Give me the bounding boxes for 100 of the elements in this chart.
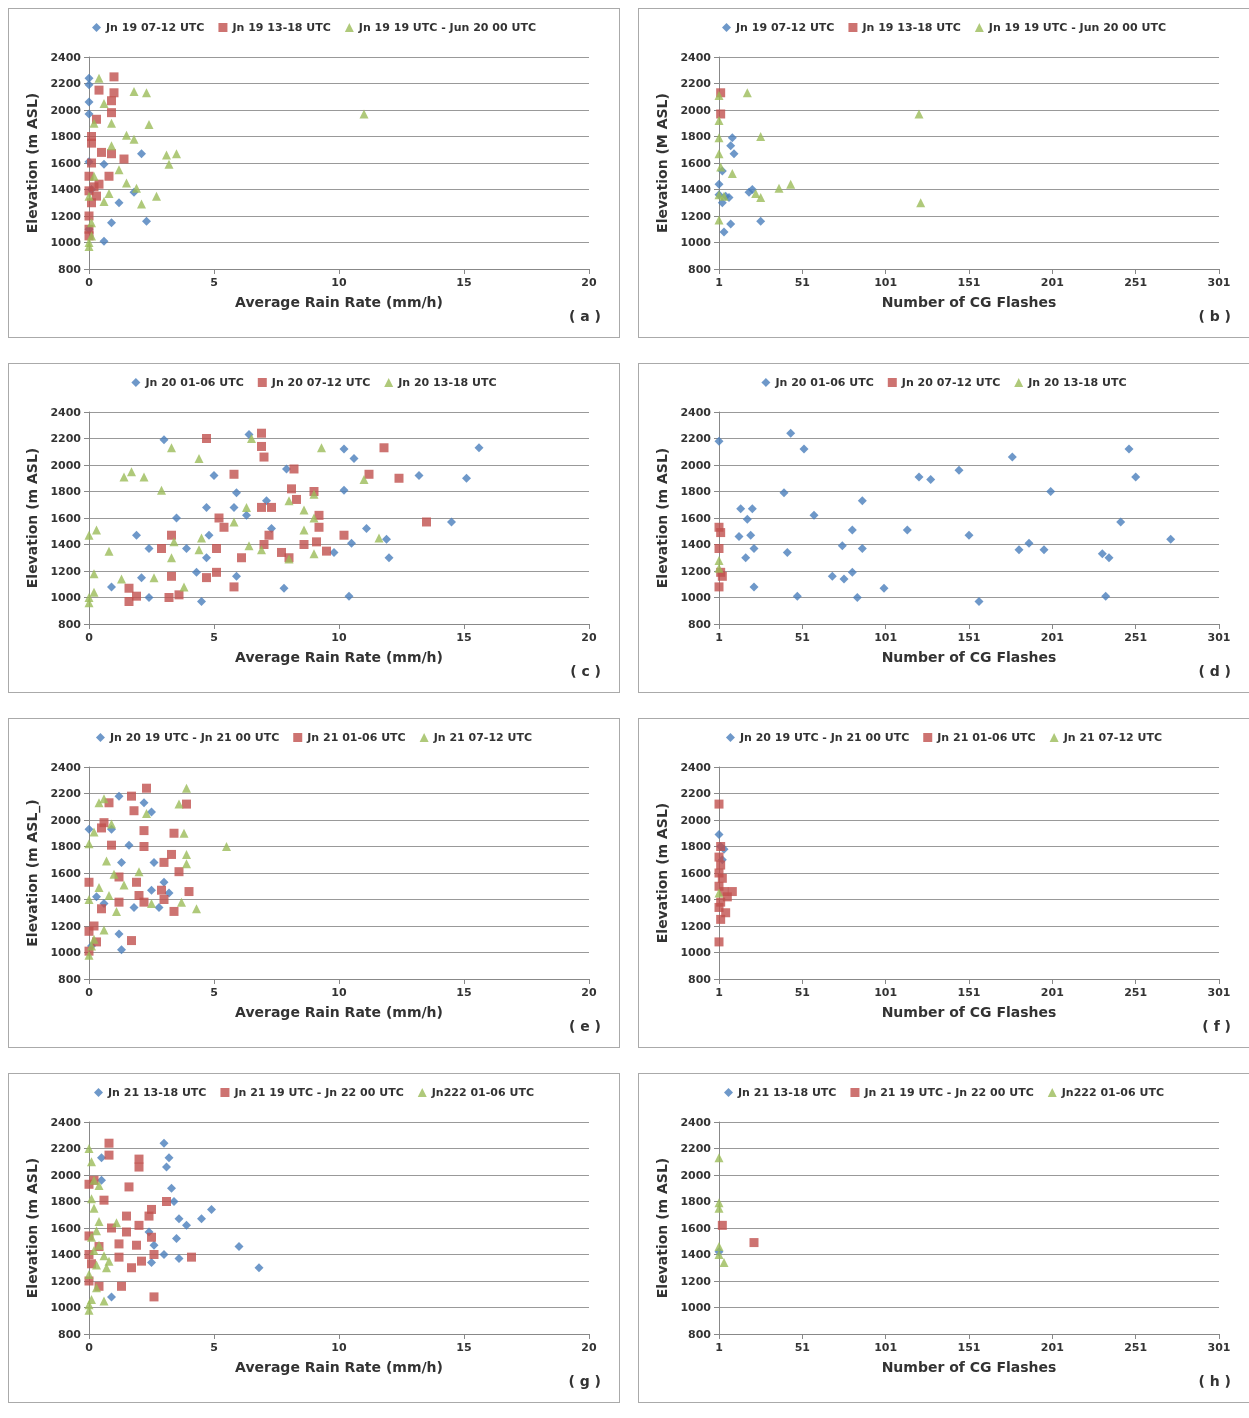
y-tick-label: 2200 bbox=[50, 787, 82, 800]
legend-label: Jn 21 19 UTC - Jn 22 00 UTC bbox=[863, 1086, 1034, 1099]
y-tick-label: 1400 bbox=[50, 183, 82, 196]
y-tick-label: 1600 bbox=[50, 866, 82, 880]
y-tick-label: 2200 bbox=[50, 432, 82, 445]
legend-label: Jn 21 01-06 UTC bbox=[306, 731, 406, 744]
legend-label: Jn 21 07-12 UTC bbox=[432, 731, 533, 744]
x-tick-label: 251 bbox=[1124, 1341, 1148, 1354]
text: ( b ) bbox=[1198, 308, 1232, 324]
legend-label: Jn 20 01-06 UTC bbox=[144, 376, 244, 389]
legend-label: Jn 20 07-12 UTC bbox=[270, 376, 371, 389]
y-tick-label: 2000 bbox=[50, 103, 82, 117]
text: ( a ) bbox=[569, 308, 602, 324]
legend-label: Jn 19 07-12 UTC bbox=[105, 21, 205, 34]
x-tick-label: 101 bbox=[874, 631, 898, 644]
y-tick-label: 2400 bbox=[680, 405, 712, 419]
x-axis-title: Average Rain Rate (mm/h) bbox=[235, 649, 443, 665]
y-tick-label: 1200 bbox=[50, 1274, 82, 1288]
x-tick-label: 10 bbox=[331, 631, 347, 644]
y-tick-label: 1400 bbox=[680, 893, 712, 906]
y-axis-title: Elevation (m ASL_) bbox=[24, 799, 42, 947]
y-tick-label: 1800 bbox=[50, 840, 82, 853]
x-tick-label: 15 bbox=[456, 631, 472, 644]
y-tick-label: 1600 bbox=[50, 156, 82, 170]
text: ( c ) bbox=[570, 663, 601, 679]
y-tick-label: 2000 bbox=[50, 813, 82, 827]
text: ( d ) bbox=[1198, 663, 1232, 679]
x-tick-label: 101 bbox=[874, 986, 898, 999]
y-tick-label: 2400 bbox=[50, 760, 82, 774]
y-tick-label: 1400 bbox=[680, 183, 712, 196]
y-tick-label: 1800 bbox=[680, 840, 712, 853]
y-tick-label: 2000 bbox=[680, 813, 712, 827]
y-tick-label: 2200 bbox=[680, 77, 712, 90]
x-axis-title: Number of CG Flashes bbox=[881, 294, 1057, 310]
x-tick-label: 1 bbox=[715, 276, 723, 289]
legend-label: Jn 20 19 UTC - Jn 21 00 UTC bbox=[108, 731, 280, 744]
x-tick-label: 0 bbox=[85, 986, 94, 999]
x-tick-label: 10 bbox=[331, 986, 347, 999]
x-axis-title: Average Rain Rate (mm/h) bbox=[235, 1359, 443, 1375]
x-tick-label: 201 bbox=[1040, 276, 1064, 289]
x-tick-label: 5 bbox=[210, 631, 218, 644]
x-tick-label: 151 bbox=[957, 276, 981, 289]
y-tick-label: 1800 bbox=[50, 1195, 82, 1208]
y-tick-label: 1000 bbox=[50, 236, 82, 249]
x-axis-title: Average Rain Rate (mm/h) bbox=[235, 1004, 443, 1020]
y-tick-label: 1600 bbox=[680, 866, 712, 880]
legend-label: Jn 20 01-06 UTC bbox=[774, 376, 874, 389]
y-tick-label: 1000 bbox=[680, 236, 712, 249]
legend-label: Jn 21 13-18 UTC bbox=[107, 1086, 207, 1099]
y-tick-label: 1200 bbox=[50, 209, 82, 223]
y-tick-label: 1200 bbox=[680, 564, 712, 578]
x-axis-title: Number of CG Flashes bbox=[881, 649, 1057, 665]
legend-label: Jn 19 19 UTC - Jun 20 00 UTC bbox=[357, 21, 536, 34]
y-axis-title: Elevation (m ASL) bbox=[654, 1157, 671, 1299]
y-tick-label: 1400 bbox=[50, 538, 82, 551]
legend-label: Jn 21 07-12 UTC bbox=[1062, 731, 1163, 744]
y-tick-label: 2400 bbox=[50, 405, 82, 419]
x-tick-label: 51 bbox=[794, 1341, 810, 1354]
x-tick-label: 5 bbox=[210, 276, 218, 289]
x-axis-title: Average Rain Rate (mm/h) bbox=[235, 294, 443, 310]
y-tick-label: 1000 bbox=[50, 946, 82, 959]
x-axis-title: Number of CG Flashes bbox=[881, 1359, 1057, 1375]
y-tick-label: 1400 bbox=[50, 1248, 82, 1261]
x-tick-label: 301 bbox=[1207, 986, 1231, 999]
y-tick-label: 1600 bbox=[680, 156, 712, 170]
y-tick-label: 1600 bbox=[680, 511, 712, 525]
legend-label: Jn222 01-06 UTC bbox=[430, 1086, 534, 1099]
y-tick-label: 800 bbox=[688, 617, 712, 631]
y-tick-label: 2000 bbox=[50, 1168, 82, 1182]
y-tick-label: 800 bbox=[688, 262, 712, 276]
y-tick-label: 1200 bbox=[680, 209, 712, 223]
legend-label: Jn 20 13-18 UTC bbox=[397, 376, 497, 389]
x-tick-label: 51 bbox=[794, 276, 810, 289]
text: ( e ) bbox=[568, 1018, 602, 1034]
y-tick-label: 1600 bbox=[50, 1221, 82, 1235]
y-tick-label: 2000 bbox=[680, 458, 712, 472]
y-tick-label: 1800 bbox=[50, 130, 82, 143]
y-tick-label: 1600 bbox=[50, 511, 82, 525]
x-axis-title: Number of CG Flashes bbox=[881, 1004, 1057, 1020]
x-tick-label: 151 bbox=[957, 986, 981, 999]
x-tick-label: 1 bbox=[715, 1341, 723, 1354]
x-tick-label: 301 bbox=[1207, 276, 1231, 289]
x-tick-label: 10 bbox=[331, 1341, 347, 1354]
y-tick-label: 2000 bbox=[680, 1168, 712, 1182]
legend-label: Jn222 01-06 UTC bbox=[1060, 1086, 1164, 1099]
y-tick-label: 2400 bbox=[680, 760, 712, 774]
x-tick-label: 201 bbox=[1040, 1341, 1064, 1354]
y-tick-label: 1400 bbox=[680, 538, 712, 551]
x-tick-label: 20 bbox=[581, 276, 597, 289]
y-tick-label: 2200 bbox=[680, 787, 712, 800]
y-tick-label: 800 bbox=[58, 262, 82, 276]
y-tick-label: 1800 bbox=[680, 1195, 712, 1208]
y-tick-label: 800 bbox=[688, 972, 712, 986]
y-tick-label: 2200 bbox=[50, 77, 82, 90]
y-tick-label: 2000 bbox=[50, 458, 82, 472]
y-axis-title: Elevation (M ASL) bbox=[654, 93, 671, 233]
x-tick-label: 20 bbox=[581, 1341, 597, 1354]
y-tick-label: 1400 bbox=[680, 1248, 712, 1261]
legend-label: Jn 21 01-06 UTC bbox=[936, 731, 1036, 744]
text: ( g ) bbox=[568, 1373, 602, 1389]
